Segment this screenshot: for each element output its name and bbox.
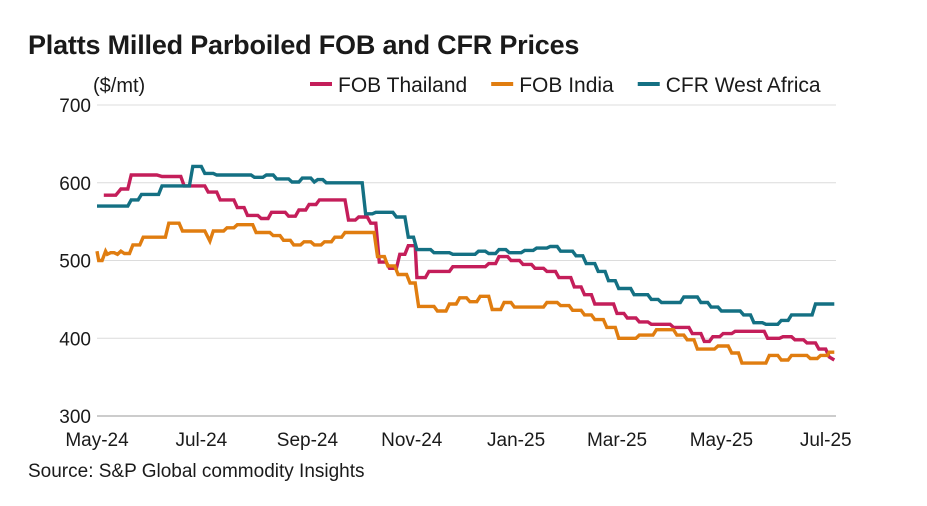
chart-title: Platts Milled Parboiled FOB and CFR Pric…: [28, 30, 580, 60]
x-tick-label: Jul-24: [175, 430, 227, 451]
x-tick-label: Mar-25: [587, 430, 647, 451]
y-tick-label: 700: [59, 96, 91, 117]
y-tick-label: 400: [59, 329, 91, 350]
legend-label: FOB India: [519, 74, 614, 97]
x-tick-label: Jan-25: [487, 430, 545, 451]
x-tick-label: May-24: [65, 430, 129, 451]
y-tick-label: 300: [59, 407, 91, 428]
legend-label: FOB Thailand: [338, 74, 467, 97]
y-tick-label: 600: [59, 174, 91, 195]
series-lines: [95, 164, 836, 365]
legend: FOB Thailand FOB India CFR West Africa: [310, 74, 821, 97]
y-tick-label: 500: [59, 252, 91, 273]
y-axis-unit-label: ($/mt): [93, 75, 145, 97]
series-line-fob-india: [95, 221, 835, 365]
x-tick-label: Sep-24: [277, 430, 339, 451]
x-tick-label: Jul-25: [800, 430, 852, 451]
series-line-fob-thailand: [103, 173, 836, 362]
source-note: Source: S&P Global commodity Insights: [28, 461, 365, 482]
x-tick-label: May-25: [690, 430, 753, 451]
gridlines: [97, 104, 836, 417]
legend-label: CFR West Africa: [666, 74, 821, 97]
x-tick-label: Nov-24: [381, 430, 443, 451]
series-line-cfr-west-africa: [97, 164, 835, 326]
axes: 300 400 500 600 700 May-24 Jul-24 Sep-24 Nov-24 J…: [59, 75, 851, 451]
